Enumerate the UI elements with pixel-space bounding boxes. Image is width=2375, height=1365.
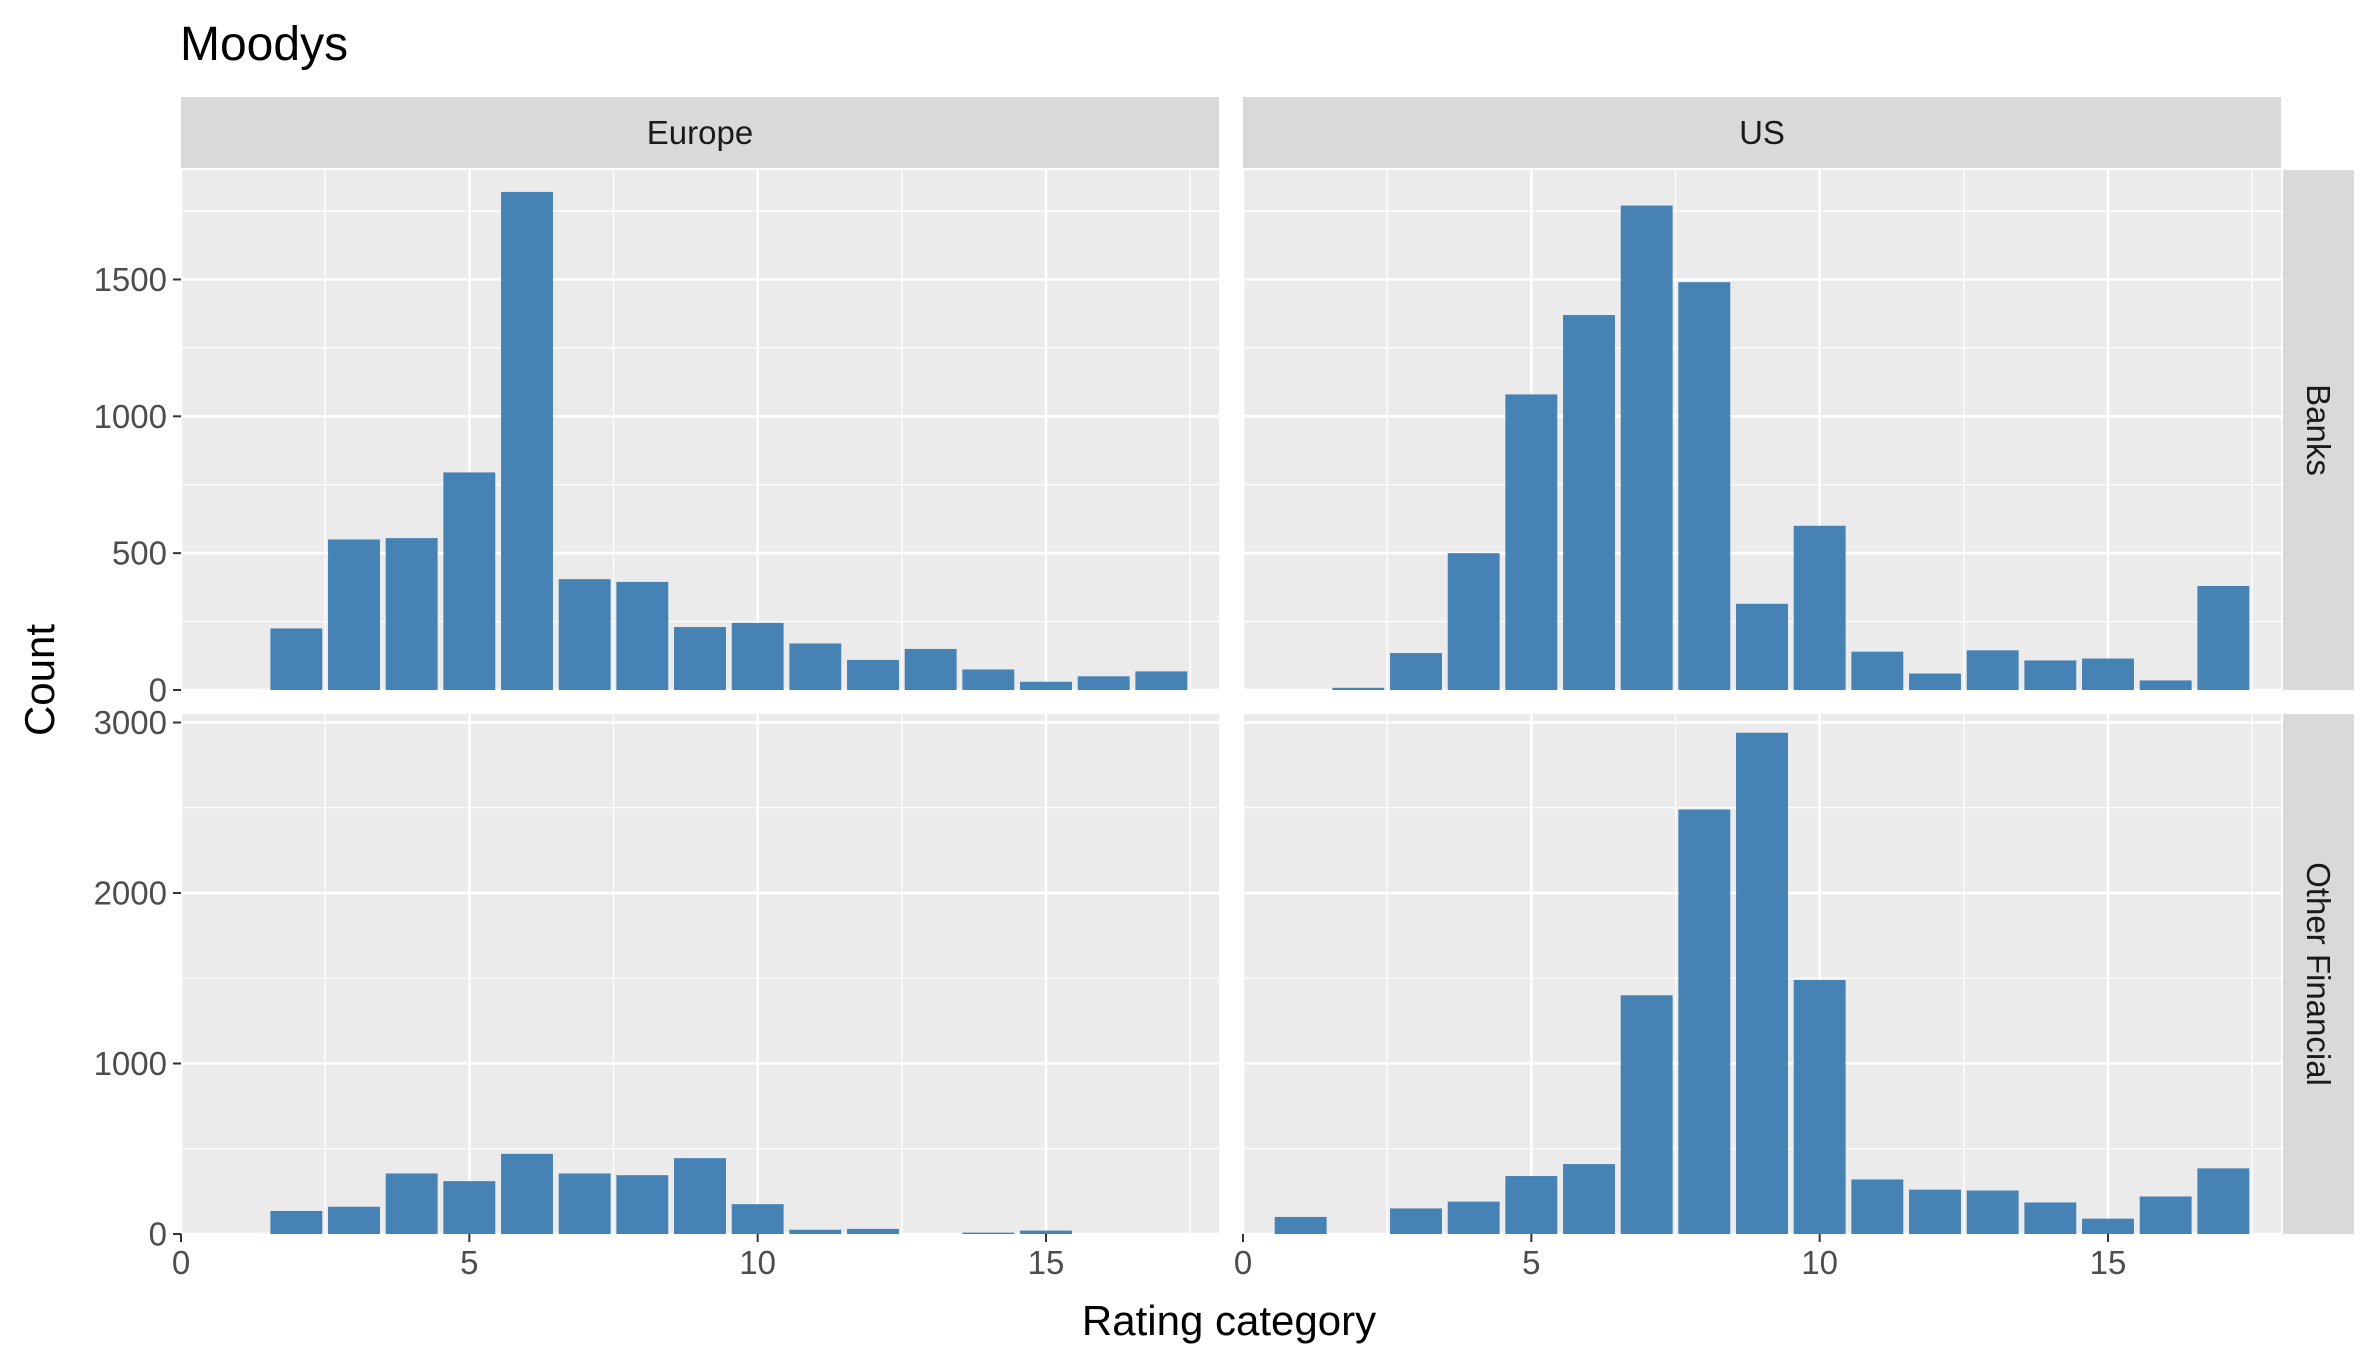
bar-other-financial-us-9: [1736, 732, 1788, 1234]
bar-other-financial-europe-15: [1020, 1230, 1072, 1234]
bar-banks-us-9: [1736, 603, 1788, 690]
bar-banks-us-8: [1678, 282, 1731, 690]
panel-banks-us: [1241, 170, 2281, 692]
bar-other-financial-us-3: [1390, 1208, 1442, 1234]
bar-other-financial-europe-7: [558, 1173, 611, 1234]
bar-other-financial-europe-9: [674, 1158, 726, 1234]
y-tick-label: 2000: [94, 875, 167, 912]
bar-other-financial-us-5: [1505, 1176, 1558, 1234]
x-tick-label: 10: [1801, 1244, 1838, 1281]
bar-banks-europe-3: [328, 539, 380, 690]
panel-other-financial-us: [1241, 714, 2281, 1236]
bar-banks-europe-10: [731, 622, 784, 690]
y-tick-label: 1500: [94, 261, 167, 298]
bar-banks-us-16: [2139, 680, 2192, 690]
column-strip-label: Europe: [647, 114, 753, 151]
bar-banks-us-17: [2197, 586, 2250, 690]
y-tick-label: 1000: [94, 1045, 167, 1082]
panel-other-financial-europe: [179, 714, 1219, 1236]
bar-other-financial-us-15: [2082, 1218, 2134, 1234]
panel-background: [181, 714, 1219, 1234]
bar-banks-us-11: [1851, 651, 1904, 690]
bar-banks-europe-6: [501, 191, 553, 691]
bar-banks-europe-9: [674, 627, 726, 690]
y-tick-label: 3000: [94, 704, 167, 741]
x-tick-label: 15: [1028, 1244, 1065, 1281]
panels-layer: [179, 170, 2281, 1236]
bar-banks-europe-11: [789, 643, 842, 690]
x-tick-label: 0: [172, 1244, 190, 1281]
bar-banks-us-13: [1966, 650, 2019, 690]
row-strip-label: Other Financial: [2300, 862, 2337, 1086]
bar-other-financial-europe-10: [731, 1204, 784, 1234]
bar-other-financial-us-16: [2139, 1196, 2192, 1234]
bar-other-financial-europe-3: [328, 1206, 380, 1234]
bar-other-financial-europe-5: [443, 1181, 496, 1234]
bar-banks-europe-12: [847, 659, 899, 690]
bar-banks-europe-13: [904, 648, 957, 690]
panel-banks-europe: [179, 170, 1219, 692]
bar-banks-europe-16: [1077, 676, 1130, 690]
bar-other-financial-us-14: [2024, 1202, 2077, 1234]
bar-banks-us-12: [1909, 673, 1961, 690]
bar-banks-europe-4: [385, 538, 438, 690]
bar-banks-us-2: [1332, 687, 1385, 690]
x-tick-label: 5: [1522, 1244, 1540, 1281]
bar-banks-europe-5: [443, 472, 496, 690]
bar-other-financial-europe-8: [616, 1175, 669, 1234]
bar-banks-us-5: [1505, 394, 1558, 690]
row-strip-banks: [2283, 170, 2354, 690]
bar-other-financial-us-13: [1966, 1190, 2019, 1234]
bar-banks-us-10: [1793, 525, 1846, 690]
bar-other-financial-us-6: [1563, 1164, 1615, 1234]
bar-banks-europe-14: [962, 669, 1015, 690]
bar-other-financial-europe-14: [962, 1232, 1015, 1234]
column-strip-europe: [181, 97, 1219, 168]
bar-banks-us-7: [1620, 205, 1673, 690]
column-strip-us: [1243, 97, 2281, 168]
bar-banks-europe-15: [1020, 681, 1072, 690]
bar-other-financial-us-12: [1909, 1189, 1961, 1234]
bar-other-financial-us-4: [1447, 1201, 1500, 1234]
bar-banks-europe-2: [270, 628, 323, 690]
bar-other-financial-us-17: [2197, 1168, 2250, 1234]
bar-banks-europe-7: [558, 579, 611, 690]
bar-banks-us-14: [2024, 660, 2077, 690]
bar-banks-europe-17: [1135, 671, 1188, 690]
bar-banks-us-3: [1390, 653, 1442, 690]
bar-banks-us-6: [1563, 315, 1615, 690]
bar-other-financial-us-7: [1620, 995, 1673, 1234]
column-strip-label: US: [1739, 114, 1785, 151]
bar-other-financial-europe-4: [385, 1173, 438, 1234]
y-tick-label: 0: [149, 672, 167, 709]
bar-other-financial-us-11: [1851, 1179, 1904, 1234]
bar-banks-us-15: [2082, 658, 2134, 690]
x-tick-label: 15: [2090, 1244, 2127, 1281]
strips-layer: Banks Other Financial Europe US: [181, 97, 2354, 1234]
bar-other-financial-europe-12: [847, 1228, 899, 1234]
x-tick-label: 5: [460, 1244, 478, 1281]
chart-title: Moodys: [180, 18, 348, 71]
y-tick-label: 1000: [94, 398, 167, 435]
bar-other-financial-us-8: [1678, 809, 1731, 1234]
x-tick-label: 10: [739, 1244, 776, 1281]
bar-banks-europe-8: [616, 581, 669, 690]
x-tick-label: 0: [1234, 1244, 1252, 1281]
row-strip-other-financial: [2283, 714, 2354, 1234]
y-tick-label: 500: [112, 535, 167, 572]
bar-other-financial-europe-11: [789, 1229, 842, 1234]
bar-other-financial-us-1: [1274, 1216, 1327, 1234]
y-tick-label: 0: [149, 1216, 167, 1253]
row-strip-label: Banks: [2300, 384, 2337, 476]
bar-banks-us-4: [1447, 553, 1500, 690]
bar-other-financial-europe-2: [270, 1210, 323, 1234]
bar-other-financial-us-10: [1793, 979, 1846, 1234]
y-axis-title: Count: [16, 624, 63, 736]
bar-other-financial-europe-6: [501, 1153, 553, 1234]
x-axis-title: Rating category: [1082, 1297, 1376, 1344]
